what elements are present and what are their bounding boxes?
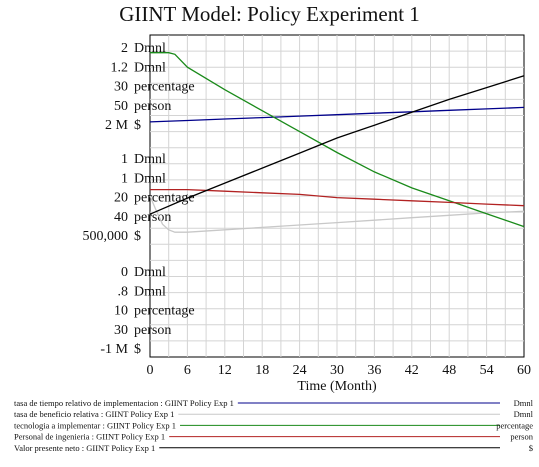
x-tick-label: 12 <box>218 363 232 378</box>
legend-label: tasa de beneficio relativa : GIINT Polic… <box>14 409 174 419</box>
legend-unit: $ <box>529 443 533 453</box>
y-axis-unit: percentage <box>134 304 195 319</box>
chart-title: GIINT Model: Policy Experiment 1 <box>119 2 420 26</box>
y-tick-label: 0 <box>121 265 128 280</box>
y-tick-label: 1.2 <box>111 60 129 75</box>
x-axis-label: Time (Month) <box>297 379 377 394</box>
y-axis-unit: $ <box>134 118 141 133</box>
x-tick-label: 54 <box>480 363 494 378</box>
y-axis-unit: Dmnl <box>134 60 166 75</box>
y-axis-unit: Dmnl <box>134 152 166 167</box>
y-tick-label: 20 <box>114 191 128 206</box>
y-axis-unit: $ <box>134 229 141 244</box>
x-tick-label: 36 <box>367 363 381 378</box>
y-axis-unit: person <box>134 210 171 225</box>
y-tick-label: 1 <box>121 171 128 186</box>
y-tick-label: 500,000 <box>83 229 129 244</box>
x-tick-label: 42 <box>405 363 419 378</box>
y-axis-unit: percentage <box>134 191 195 206</box>
y-tick-label: 2 <box>121 41 128 56</box>
x-tick-label: 24 <box>293 363 307 378</box>
y-axis-unit: percentage <box>134 80 195 95</box>
y-tick-label: 2 M <box>105 118 129 133</box>
legend-label: tecnologia a implementar : GIINT Policy … <box>14 420 176 430</box>
y-tick-label: 30 <box>114 323 128 338</box>
legend-label: Valor presente neto : GIINT Policy Exp 1 <box>14 443 155 453</box>
y-axis-unit: Dmnl <box>134 265 166 280</box>
x-tick-label: 6 <box>184 363 191 378</box>
y-axis-unit: $ <box>134 342 141 357</box>
y-axis-unit: Dmnl <box>134 41 166 56</box>
y-tick-label: 50 <box>114 99 128 114</box>
x-tick-label: 18 <box>255 363 269 378</box>
legend-label: Personal de ingenieria : GIINT Policy Ex… <box>14 432 165 442</box>
x-tick-label: 0 <box>147 363 154 378</box>
series-line-5 <box>149 75 525 215</box>
y-tick-label: 10 <box>114 304 128 319</box>
y-tick-label: 40 <box>114 210 128 225</box>
legend-unit: Dmnl <box>514 398 534 408</box>
legend-label: tasa de tiempo relativo de implementacio… <box>14 398 234 408</box>
y-tick-label: -1 M <box>100 342 128 357</box>
y-tick-label: 1 <box>121 152 128 167</box>
x-tick-label: 30 <box>330 363 344 378</box>
series-line-4 <box>150 188 525 207</box>
x-tick-label: 60 <box>517 363 531 378</box>
legend-unit: Dmnl <box>514 409 534 419</box>
legend-unit: percentage <box>496 420 533 430</box>
legend-unit: person <box>510 432 533 442</box>
y-axis-unit: Dmnl <box>134 171 166 186</box>
y-axis-unit: Dmnl <box>134 284 166 299</box>
y-axis-unit: person <box>134 99 171 114</box>
x-tick-label: 48 <box>442 363 456 378</box>
y-tick-label: 30 <box>114 80 128 95</box>
series-line-3 <box>150 52 525 228</box>
y-tick-label: .8 <box>118 284 129 299</box>
series-line-2 <box>149 195 525 233</box>
series-line-1 <box>149 106 525 123</box>
y-axis-unit: person <box>134 323 171 338</box>
